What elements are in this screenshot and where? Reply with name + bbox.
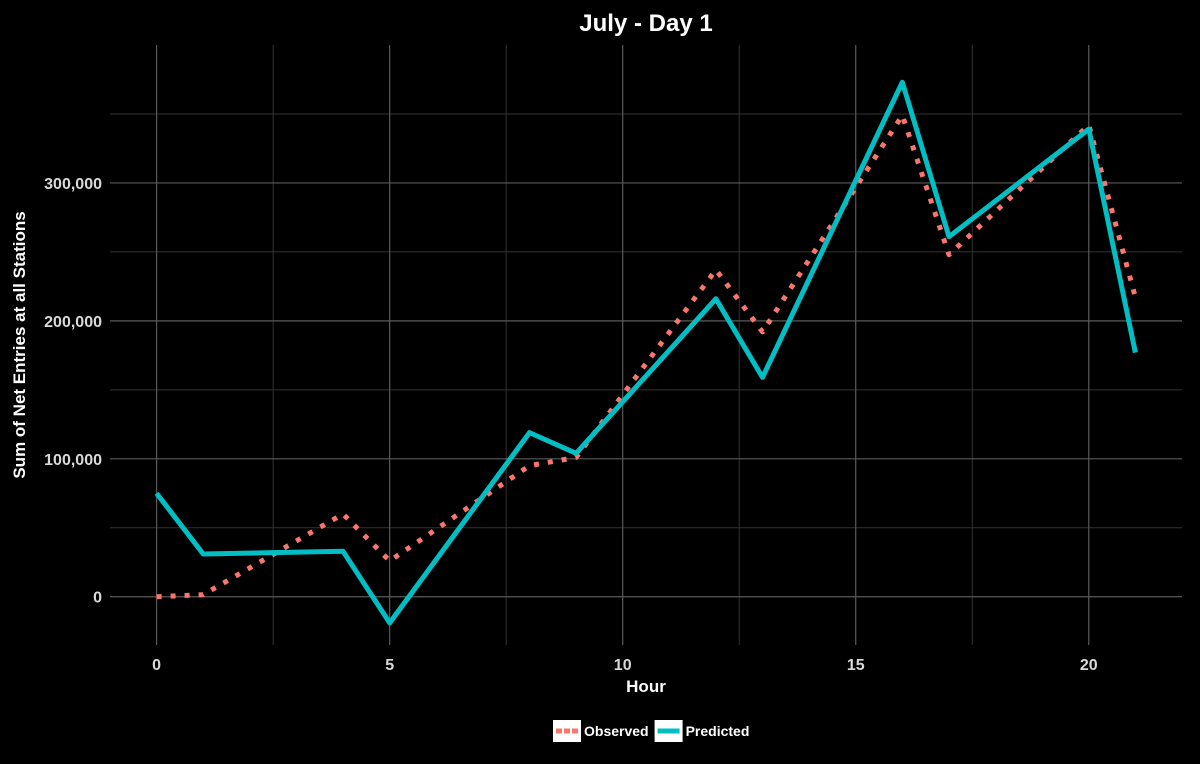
legend-label-predicted: Predicted	[686, 723, 750, 739]
x-tick-label: 15	[847, 657, 865, 674]
y-tick-label: 300,000	[44, 176, 102, 193]
y-tick-label: 200,000	[44, 314, 102, 331]
y-axis-title: Sum of Net Entries at all Stations	[10, 211, 29, 478]
y-tick-label: 0	[93, 590, 102, 607]
series-line-observed	[156, 112, 1138, 600]
legend: Observed Predicted	[553, 720, 749, 742]
x-tick-label: 10	[614, 657, 632, 674]
grid-layer	[110, 45, 1182, 645]
x-tick-label: 20	[1080, 657, 1098, 674]
series-layer	[154, 79, 1138, 626]
legend-label-observed: Observed	[584, 723, 649, 739]
y-tick-label: 100,000	[44, 452, 102, 469]
tick-layer: 0 5 10 15 20 0 100,000 200,000 300,000	[44, 176, 1098, 674]
x-tick-label: 5	[385, 657, 394, 674]
x-axis-title: Hour	[626, 677, 666, 696]
x-tick-label: 0	[152, 657, 161, 674]
chart-title: July - Day 1	[579, 10, 712, 37]
series-line-predicted	[154, 79, 1138, 626]
